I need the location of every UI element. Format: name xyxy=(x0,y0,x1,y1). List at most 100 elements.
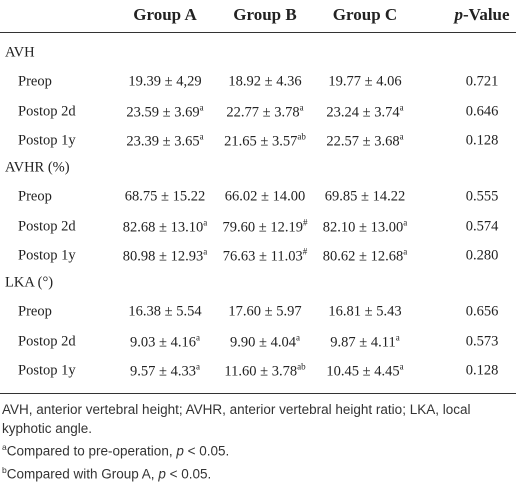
row-label: Preop xyxy=(18,74,52,91)
column-header: Group B xyxy=(233,5,296,25)
p-rest: -Value xyxy=(463,5,510,24)
abbreviations: AVH, anterior vertebral height; AVHR, an… xyxy=(2,400,514,438)
cell-value: 16.81 ± 5.43 xyxy=(328,304,401,320)
cell: 19.39 ± 4,29 xyxy=(128,74,201,91)
footnote: aCompared to pre-operation, p < 0.05. xyxy=(2,438,514,461)
column-header: Group A xyxy=(133,5,196,25)
cell: 9.57 ± 4.33a xyxy=(130,362,200,381)
row-label: Postop 2d xyxy=(18,218,76,235)
cell: 68.75 ± 15.22 xyxy=(125,189,205,206)
cell: 16.38 ± 5.54 xyxy=(128,304,201,321)
footnote-italic: p xyxy=(158,466,166,481)
p-value: 0.574 xyxy=(466,218,499,235)
p-value: 0.656 xyxy=(466,304,499,321)
row-label: Preop xyxy=(18,189,52,206)
p-value: 0.573 xyxy=(466,333,499,350)
cell-value: 17.60 ± 5.97 xyxy=(228,304,301,320)
p-value: 0.721 xyxy=(466,74,499,91)
cell-value: 68.75 ± 15.22 xyxy=(125,189,205,205)
cell-note: a xyxy=(196,362,200,372)
cell: 76.63 ± 11.03# xyxy=(223,247,307,266)
cell-value: 82.68 ± 13.10 xyxy=(123,219,203,235)
cell-note: a xyxy=(403,247,407,257)
header-rule xyxy=(0,32,516,33)
cell-value: 80.98 ± 12.93 xyxy=(123,248,203,264)
cell-value: 82.10 ± 13.00 xyxy=(323,219,403,235)
cell-note: # xyxy=(303,247,308,257)
column-header: p-Value xyxy=(454,5,509,25)
row-label: Preop xyxy=(18,304,52,321)
cell-value: 9.90 ± 4.04 xyxy=(230,334,296,350)
cell-value: 22.77 ± 3.78 xyxy=(226,104,299,120)
cell-note: a xyxy=(196,332,200,342)
cell-value: 9.03 ± 4.16 xyxy=(130,334,196,350)
footnote-text: Compared with Group A, xyxy=(7,466,159,481)
footnote-tail: < 0.05. xyxy=(166,466,211,481)
cell: 11.60 ± 3.78ab xyxy=(224,362,305,381)
cell: 69.85 ± 14.22 xyxy=(325,189,405,206)
cell-note: a xyxy=(200,132,204,142)
cell: 80.62 ± 12.68a xyxy=(323,247,407,266)
cell-value: 69.85 ± 14.22 xyxy=(325,189,405,205)
cell-note: a xyxy=(300,102,304,112)
cell: 66.02 ± 14.00 xyxy=(225,189,305,206)
cell-value: 76.63 ± 11.03 xyxy=(223,248,303,264)
footnotes: AVH, anterior vertebral height; AVHR, an… xyxy=(2,400,514,483)
cell-value: 23.24 ± 3.74 xyxy=(326,104,399,120)
cell-note: a xyxy=(396,332,400,342)
footnote-text: Compared to pre-operation, xyxy=(7,444,177,459)
cell: 82.68 ± 13.10a xyxy=(123,217,207,236)
cell-value: 23.39 ± 3.65 xyxy=(126,133,199,149)
section-title: AVHR (%) xyxy=(5,160,70,177)
cell: 17.60 ± 5.97 xyxy=(228,304,301,321)
cell: 22.57 ± 3.68a xyxy=(326,132,403,151)
cell-note: # xyxy=(303,217,308,227)
cell: 82.10 ± 13.00a xyxy=(323,217,407,236)
cell-note: a xyxy=(400,362,404,372)
cell-value: 19.39 ± 4,29 xyxy=(128,74,201,90)
cell-value: 23.59 ± 3.69 xyxy=(126,104,199,120)
cell: 18.92 ± 4.36 xyxy=(228,74,301,91)
row-label: Postop 1y xyxy=(18,363,76,380)
cell-value: 9.87 ± 4.11 xyxy=(330,334,395,350)
column-header: Group C xyxy=(333,5,397,25)
cell-note: ab xyxy=(297,132,306,142)
cell: 19.77 ± 4.06 xyxy=(328,74,401,91)
cell: 23.59 ± 3.69a xyxy=(126,102,203,121)
section-title: LKA (°) xyxy=(5,275,53,292)
row-label: Postop 1y xyxy=(18,248,76,265)
cell-note: a xyxy=(400,102,404,112)
cell: 21.65 ± 3.57ab xyxy=(224,132,306,151)
cell: 23.39 ± 3.65a xyxy=(126,132,203,151)
cell-value: 11.60 ± 3.78 xyxy=(224,363,297,379)
cell: 10.45 ± 4.45a xyxy=(326,362,403,381)
cell-note: a xyxy=(203,247,207,257)
cell: 16.81 ± 5.43 xyxy=(328,304,401,321)
p-value: 0.646 xyxy=(466,103,499,120)
cell: 9.90 ± 4.04a xyxy=(230,332,300,351)
p-value: 0.555 xyxy=(466,189,499,206)
cell: 9.03 ± 4.16a xyxy=(130,332,200,351)
cell-note: a xyxy=(296,332,300,342)
cell-value: 21.65 ± 3.57 xyxy=(224,133,297,149)
footnote-tail: < 0.05. xyxy=(184,444,229,459)
cell-value: 16.38 ± 5.54 xyxy=(128,304,201,320)
section-title: AVH xyxy=(5,45,35,62)
cell: 79.60 ± 12.19# xyxy=(223,217,308,236)
cell-note: ab xyxy=(297,362,306,372)
cell-value: 79.60 ± 12.19 xyxy=(223,219,303,235)
cell-value: 10.45 ± 4.45 xyxy=(326,363,399,379)
p-italic: p xyxy=(454,5,463,24)
p-value: 0.128 xyxy=(466,363,499,380)
cell-note: a xyxy=(400,132,404,142)
cell-value: 80.62 ± 12.68 xyxy=(323,248,403,264)
row-label: Postop 2d xyxy=(18,103,76,120)
p-value: 0.128 xyxy=(466,133,499,150)
footnote: bCompared with Group A, p < 0.05. xyxy=(2,461,514,483)
row-label: Postop 2d xyxy=(18,333,76,350)
cell: 23.24 ± 3.74a xyxy=(326,102,403,121)
cell: 80.98 ± 12.93a xyxy=(123,247,207,266)
bottom-rule xyxy=(0,393,516,394)
row-label: Postop 1y xyxy=(18,133,76,150)
